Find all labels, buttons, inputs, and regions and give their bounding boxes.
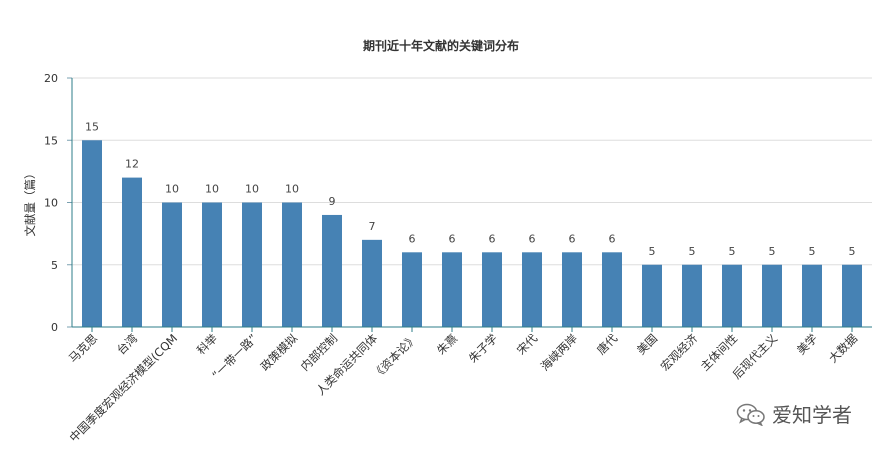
bar [722,264,742,327]
x-tick-label: 马克思 [66,331,100,365]
y-tick-label: 15 [44,134,58,147]
bar [402,252,422,327]
chart-title: 期刊近十年文献的关键词分布 [363,38,519,53]
bar [842,264,862,327]
data-label: 5 [809,245,816,258]
data-label: 6 [609,232,616,245]
data-label: 6 [569,232,576,245]
data-label: 10 [285,183,299,196]
x-tick-label: 宏观经济 [658,331,701,374]
bar [522,252,542,327]
bar [802,264,822,327]
bar [682,264,702,327]
data-label: 6 [489,232,496,245]
x-tick-label: 大数据 [826,331,861,366]
data-label: 5 [729,245,736,258]
data-label: 10 [205,183,219,196]
x-tick-label: 海峡两岸 [538,331,580,373]
bar [122,177,142,327]
bars: 15 12 10 10 10 10 9 7 6 6 6 6 6 6 5 5 5 5 5 5 [82,120,862,327]
x-tick-label: 科举 [194,331,221,358]
bar [442,252,462,327]
x-tick-label: 朱子学 [466,331,500,365]
grid [72,77,872,266]
wechat-icon [736,403,765,426]
x-tick-label: 美国 [634,331,660,357]
y-axis: 0 5 10 15 20 [44,72,73,334]
y-tick-label: 5 [51,259,58,272]
data-label: 10 [245,183,259,196]
bar [162,202,182,327]
bar [602,252,622,327]
watermark: 爱知学者 [736,399,852,428]
watermark-text: 爱知学者 [772,403,852,427]
bar [242,202,262,327]
bar [82,140,102,327]
x-tick-label: 朱熹 [434,331,460,357]
data-label: 5 [849,245,856,258]
bar [482,252,502,327]
x-tick-label: 美学 [794,331,820,357]
data-label: 12 [125,158,139,171]
data-label: 7 [369,220,376,233]
bar [642,264,662,327]
data-label: 6 [449,232,456,245]
y-axis-label: 文献量（篇） [23,168,37,237]
data-label: 5 [769,245,776,258]
x-tick-label: 唐代 [594,331,621,358]
data-label: 5 [689,245,696,258]
bar [322,214,342,327]
data-label: 5 [649,245,656,258]
y-tick-label: 20 [44,72,58,85]
bar [362,239,382,327]
y-tick-label: 10 [44,197,58,210]
x-tick-label: 台湾 [114,331,141,358]
bar [562,252,582,327]
bar [202,202,222,327]
x-tick-label: 宋代 [514,331,541,358]
data-label: 6 [409,232,416,245]
bar [762,264,782,327]
y-tick-label: 0 [51,321,58,334]
x-tick-label: 政策模拟 [258,331,301,374]
data-label: 15 [85,120,99,133]
data-label: 6 [529,232,536,245]
data-label: 9 [329,195,336,208]
bar [282,202,302,327]
data-label: 10 [165,183,179,196]
